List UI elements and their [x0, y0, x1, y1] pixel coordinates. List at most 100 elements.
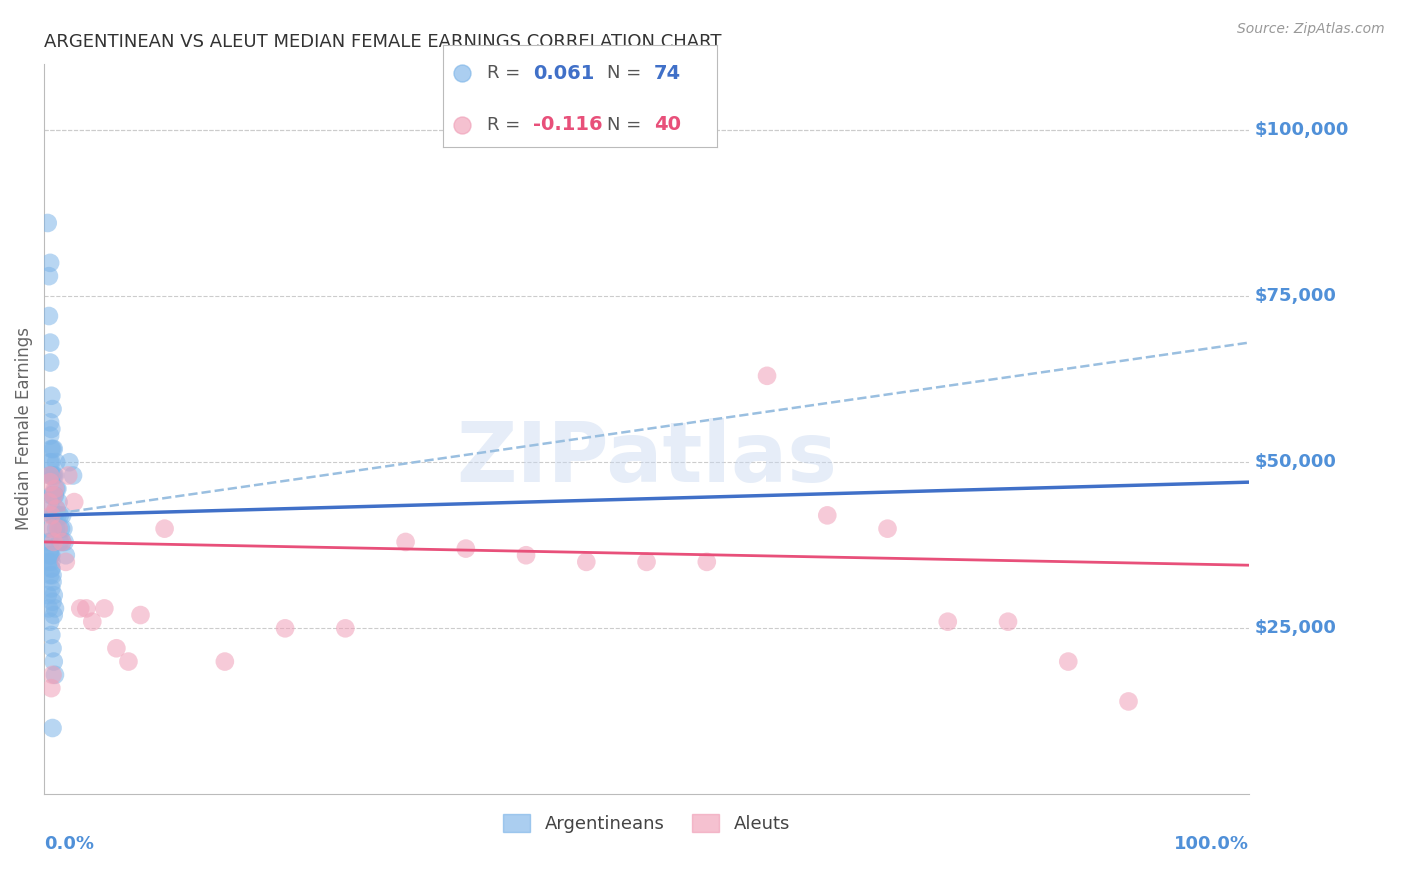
Point: [48, 522, 70, 536]
Point: [49, 508, 72, 523]
Point: [55, 555, 77, 569]
Text: -0.116: -0.116: [533, 115, 603, 134]
Point: [214, 655, 236, 669]
Point: [37, 216, 59, 230]
Point: [41, 522, 63, 536]
Point: [44, 488, 66, 502]
Point: [876, 522, 898, 536]
Legend: Argentineans, Aleuts: Argentineans, Aleuts: [496, 806, 797, 840]
Point: [756, 368, 779, 383]
Text: 100.0%: 100.0%: [1174, 835, 1249, 853]
Point: [42, 488, 65, 502]
Point: [45, 522, 67, 536]
Point: [41, 455, 63, 469]
Point: [41, 555, 63, 569]
Point: [575, 555, 598, 569]
Text: 40: 40: [654, 115, 681, 134]
Point: [41, 721, 63, 735]
Point: [696, 555, 718, 569]
Point: [44, 508, 66, 523]
Point: [41, 561, 63, 575]
Point: [46, 482, 69, 496]
Text: $75,000: $75,000: [1256, 287, 1337, 305]
Point: [39, 541, 62, 556]
Point: [46, 508, 69, 523]
Point: [153, 522, 176, 536]
Point: [936, 615, 959, 629]
Point: [41, 468, 63, 483]
Point: [39, 355, 62, 369]
Point: [39, 475, 62, 490]
Text: 0.061: 0.061: [533, 64, 595, 83]
Text: 0.0%: 0.0%: [44, 835, 94, 853]
Point: [1057, 655, 1080, 669]
Point: [42, 488, 65, 502]
Text: $25,000: $25,000: [1256, 619, 1337, 638]
Point: [52, 522, 75, 536]
Point: [93, 601, 115, 615]
Point: [39, 535, 62, 549]
Point: [45, 455, 67, 469]
Point: [37, 522, 59, 536]
Point: [42, 535, 65, 549]
Text: R =: R =: [486, 64, 526, 82]
Point: [515, 548, 537, 562]
Text: 74: 74: [654, 64, 681, 83]
Point: [41, 389, 63, 403]
Point: [39, 335, 62, 350]
Text: ZIPatlas: ZIPatlas: [456, 417, 837, 499]
Point: [41, 468, 63, 483]
Text: $50,000: $50,000: [1256, 453, 1337, 471]
Point: [44, 668, 66, 682]
Point: [63, 495, 86, 509]
Point: [117, 655, 139, 669]
Point: [42, 588, 65, 602]
Point: [51, 535, 73, 549]
Point: [39, 568, 62, 582]
Point: [41, 508, 63, 523]
Point: [42, 655, 65, 669]
Point: [41, 422, 63, 436]
Point: [38, 601, 60, 615]
Point: [39, 256, 62, 270]
Point: [62, 468, 84, 483]
Point: [41, 501, 63, 516]
Point: [45, 501, 67, 516]
Point: [105, 641, 128, 656]
Point: [41, 595, 63, 609]
Point: [58, 455, 80, 469]
Point: [335, 621, 357, 635]
Text: Source: ZipAtlas.com: Source: ZipAtlas.com: [1237, 22, 1385, 37]
Point: [49, 522, 72, 536]
Text: ARGENTINEAN VS ALEUT MEDIAN FEMALE EARNINGS CORRELATION CHART: ARGENTINEAN VS ALEUT MEDIAN FEMALE EARNI…: [44, 33, 721, 51]
Point: [39, 415, 62, 429]
Point: [75, 601, 97, 615]
Point: [41, 574, 63, 589]
Point: [39, 548, 62, 562]
Point: [55, 548, 77, 562]
Point: [997, 615, 1019, 629]
Point: [51, 535, 73, 549]
Point: [41, 582, 63, 596]
Point: [38, 535, 60, 549]
Point: [1118, 694, 1140, 708]
Point: [41, 488, 63, 502]
Point: [454, 541, 477, 556]
Point: [129, 608, 152, 623]
Point: [39, 468, 62, 483]
Point: [41, 442, 63, 456]
Point: [41, 548, 63, 562]
Point: [39, 455, 62, 469]
Point: [37, 588, 59, 602]
Text: N =: N =: [607, 64, 647, 82]
Text: R =: R =: [486, 116, 526, 134]
Point: [39, 615, 62, 629]
Point: [39, 428, 62, 442]
Point: [41, 508, 63, 523]
Point: [38, 269, 60, 284]
Point: [44, 468, 66, 483]
Point: [48, 522, 70, 536]
Point: [42, 508, 65, 523]
Point: [38, 555, 60, 569]
Point: [48, 495, 70, 509]
